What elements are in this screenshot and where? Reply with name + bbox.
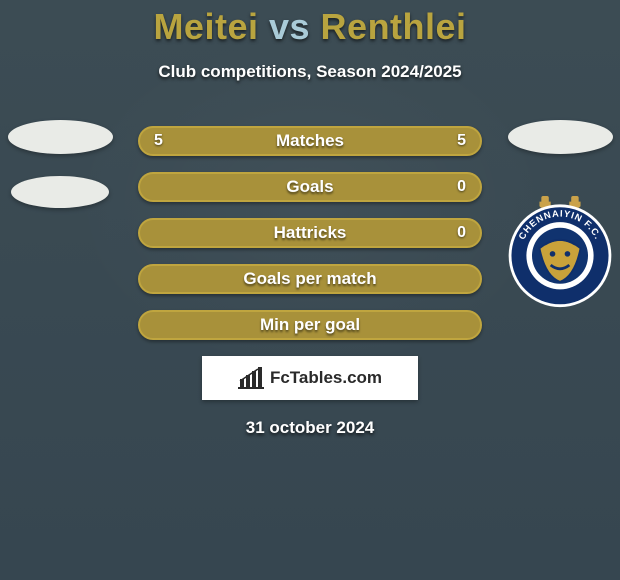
stat-label: Goals per match <box>140 269 480 289</box>
stat-label: Goals <box>140 177 480 197</box>
placeholder-ellipse <box>11 176 109 208</box>
club-crest: CHENNAIYIN F.C. <box>504 196 616 308</box>
placeholder-ellipse <box>508 120 613 154</box>
stats-bars: 5Matches5Goals0Hattricks0Goals per match… <box>138 126 482 340</box>
stat-bar: Min per goal <box>138 310 482 340</box>
stat-bar: 5Matches5 <box>138 126 482 156</box>
stat-bar: Hattricks0 <box>138 218 482 248</box>
subtitle: Club competitions, Season 2024/2025 <box>0 62 620 82</box>
right-player-badge: CHENNAIYIN F.C. <box>500 120 620 310</box>
left-player-badge <box>0 120 120 310</box>
player-right-name: Renthlei <box>321 6 467 47</box>
stat-value-right: 0 <box>436 178 466 196</box>
vs-text: vs <box>269 6 310 47</box>
stat-value-right: 5 <box>436 132 466 150</box>
player-left-name: Meitei <box>153 6 258 47</box>
stat-label: Matches <box>140 131 480 151</box>
stat-bar: Goals per match <box>138 264 482 294</box>
stat-label: Hattricks <box>140 223 480 243</box>
stat-bar: Goals0 <box>138 172 482 202</box>
date-text: 31 october 2024 <box>0 418 620 438</box>
svg-text:CHENNAIYIN F.C.: CHENNAIYIN F.C. <box>517 208 604 241</box>
brand-box: FcTables.com <box>202 356 418 400</box>
bar-chart-icon <box>238 367 264 389</box>
placeholder-ellipse <box>8 120 113 154</box>
stat-label: Min per goal <box>140 315 480 335</box>
stat-value-left: 5 <box>154 132 184 150</box>
brand-text: FcTables.com <box>270 368 382 388</box>
stat-value-right: 0 <box>436 224 466 242</box>
page-title: Meitei vs Renthlei <box>0 6 620 48</box>
